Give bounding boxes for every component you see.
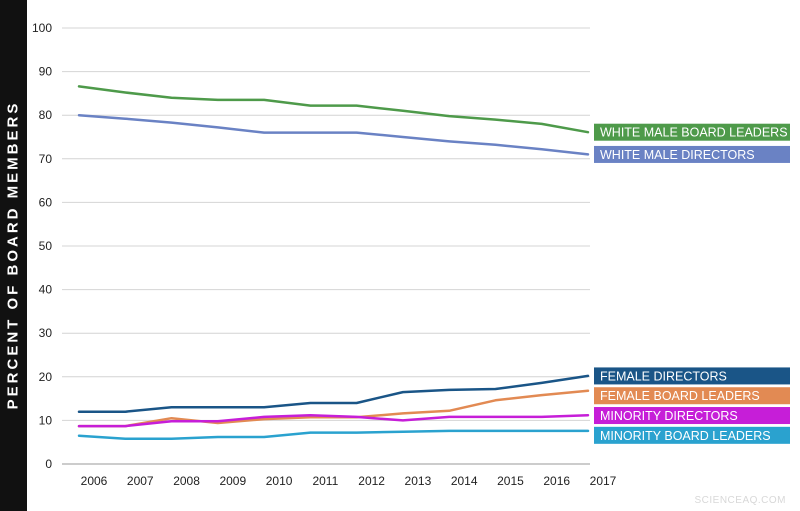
x-tick-label: 2014 <box>451 474 478 488</box>
series-label-3: FEMALE BOARD LEADERS <box>594 387 790 405</box>
y-axis-title-bar: PERCENT OF BOARD MEMBERS <box>0 0 27 511</box>
series-line-2 <box>77 374 590 413</box>
y-tick-label: 80 <box>39 108 53 122</box>
x-tick-label: 2006 <box>81 474 108 488</box>
series-label-box <box>594 123 790 141</box>
series-label-text: WHITE MALE DIRECTORS <box>600 148 755 162</box>
series-label-1: WHITE MALE DIRECTORS <box>594 145 790 163</box>
series-label-box <box>594 426 790 444</box>
series-label-4: MINORITY DIRECTORS <box>594 407 790 425</box>
x-tick-label: 2015 <box>497 474 524 488</box>
series-line-0 <box>77 85 590 134</box>
series-line-5 <box>77 429 590 440</box>
x-tick-label: 2011 <box>312 474 338 488</box>
series-label-0: WHITE MALE BOARD LEADERS <box>594 123 790 141</box>
x-tick-label: 2007 <box>127 474 154 488</box>
series-label-text: FEMALE DIRECTORS <box>600 369 727 383</box>
series-labels: WHITE MALE BOARD LEADERS WHITE MALE DIREC… <box>594 123 790 444</box>
series-label-box <box>594 145 790 163</box>
x-tick-label: 2013 <box>405 474 432 488</box>
x-tick-label: 2017 <box>590 474 617 488</box>
y-tick-label: 20 <box>39 370 53 384</box>
y-tick-label: 90 <box>39 65 53 79</box>
series-label-text: WHITE MALE BOARD LEADERS <box>600 126 788 140</box>
y-tick-label: 10 <box>39 413 53 427</box>
series-line-1 <box>77 113 590 156</box>
y-tick-label: 0 <box>45 457 52 471</box>
series-label-box <box>594 367 790 385</box>
x-tick-label: 2016 <box>543 474 570 488</box>
y-tick-label: 70 <box>39 152 53 166</box>
series-label-box <box>594 387 790 405</box>
x-tick-label: 2010 <box>266 474 293 488</box>
y-tick-label: 50 <box>39 239 53 253</box>
series-label-box <box>594 407 790 425</box>
series-line-4 <box>77 413 590 428</box>
gridlines <box>62 27 590 465</box>
y-tick-label: 40 <box>39 283 53 297</box>
x-tick-label: 2008 <box>173 474 200 488</box>
y-tick-label: 30 <box>39 326 53 340</box>
y-tick-label: 100 <box>32 21 52 35</box>
series-lines <box>77 85 590 440</box>
y-tick-label: 60 <box>39 195 53 209</box>
x-tick-labels: 2006 2007 2008 2009 2010 2011 2012 2013 2014 2015… <box>81 474 617 488</box>
y-tick-labels: 0 10 20 30 40 50 60 70 80 90 100 <box>32 21 52 471</box>
watermark: SCIENCEAQ.COM <box>694 495 786 506</box>
series-label-text: MINORITY DIRECTORS <box>600 409 738 423</box>
x-tick-label: 2012 <box>358 474 385 488</box>
series-label-text: FEMALE BOARD LEADERS <box>600 389 760 403</box>
series-label-5: MINORITY BOARD LEADERS <box>594 426 790 444</box>
x-tick-label: 2009 <box>219 474 246 488</box>
series-label-2: FEMALE DIRECTORS <box>594 367 790 385</box>
series-label-text: MINORITY BOARD LEADERS <box>600 429 771 443</box>
